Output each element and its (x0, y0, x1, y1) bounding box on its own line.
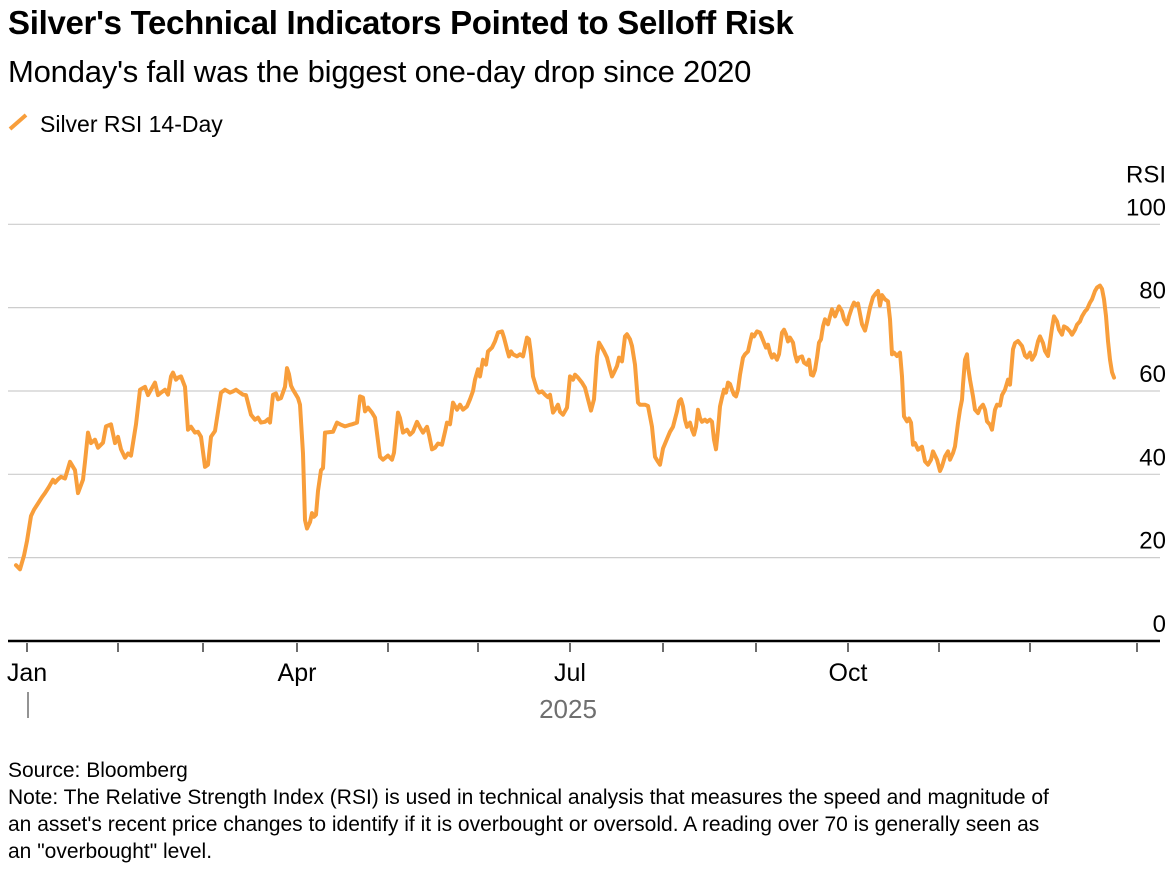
y-tick-label-60: 60 (1139, 361, 1166, 388)
y-tick-label-100: 100 (1126, 194, 1166, 221)
rsi-series-line (14, 283, 1116, 572)
page-subtitle: Monday's fall was the biggest one-day dr… (8, 54, 752, 89)
y-tick-label-80: 80 (1139, 278, 1166, 305)
rsi-line-chart: 0 20 40 60 80 100 RSI Jan Apr Jul Oct 2025 (7, 161, 1166, 724)
month-label-oct: Oct (829, 659, 868, 687)
y-axis-title: RSI (1126, 161, 1166, 188)
year-label: 2025 (539, 694, 597, 724)
page-title: Silver's Technical Indicators Pointed to… (8, 4, 794, 41)
source-text: Source: Bloomberg (8, 759, 188, 782)
legend: Silver RSI 14-Day (8, 111, 223, 138)
note-line-3: an "overbought" level. (8, 840, 213, 863)
legend-label: Silver RSI 14-Day (40, 111, 223, 137)
y-tick-label-0: 0 (1153, 611, 1166, 638)
y-tick-label-40: 40 (1139, 444, 1166, 471)
legend-line-icon (8, 111, 30, 138)
note-line-2: an asset's recent price changes to ident… (8, 813, 1040, 836)
month-label-jul: Jul (554, 659, 586, 687)
note-line-1: Note: The Relative Strength Index (RSI) … (8, 786, 1049, 809)
y-tick-label-20: 20 (1139, 528, 1166, 555)
chart-canvas: 0 20 40 60 80 100 RSI Jan Apr Jul Oct 2025 (7, 161, 1166, 724)
month-label-apr: Apr (278, 659, 317, 687)
month-label-jan: Jan (7, 659, 47, 687)
chart-footer: Source: Bloomberg Note: The Relative Str… (8, 757, 1049, 865)
